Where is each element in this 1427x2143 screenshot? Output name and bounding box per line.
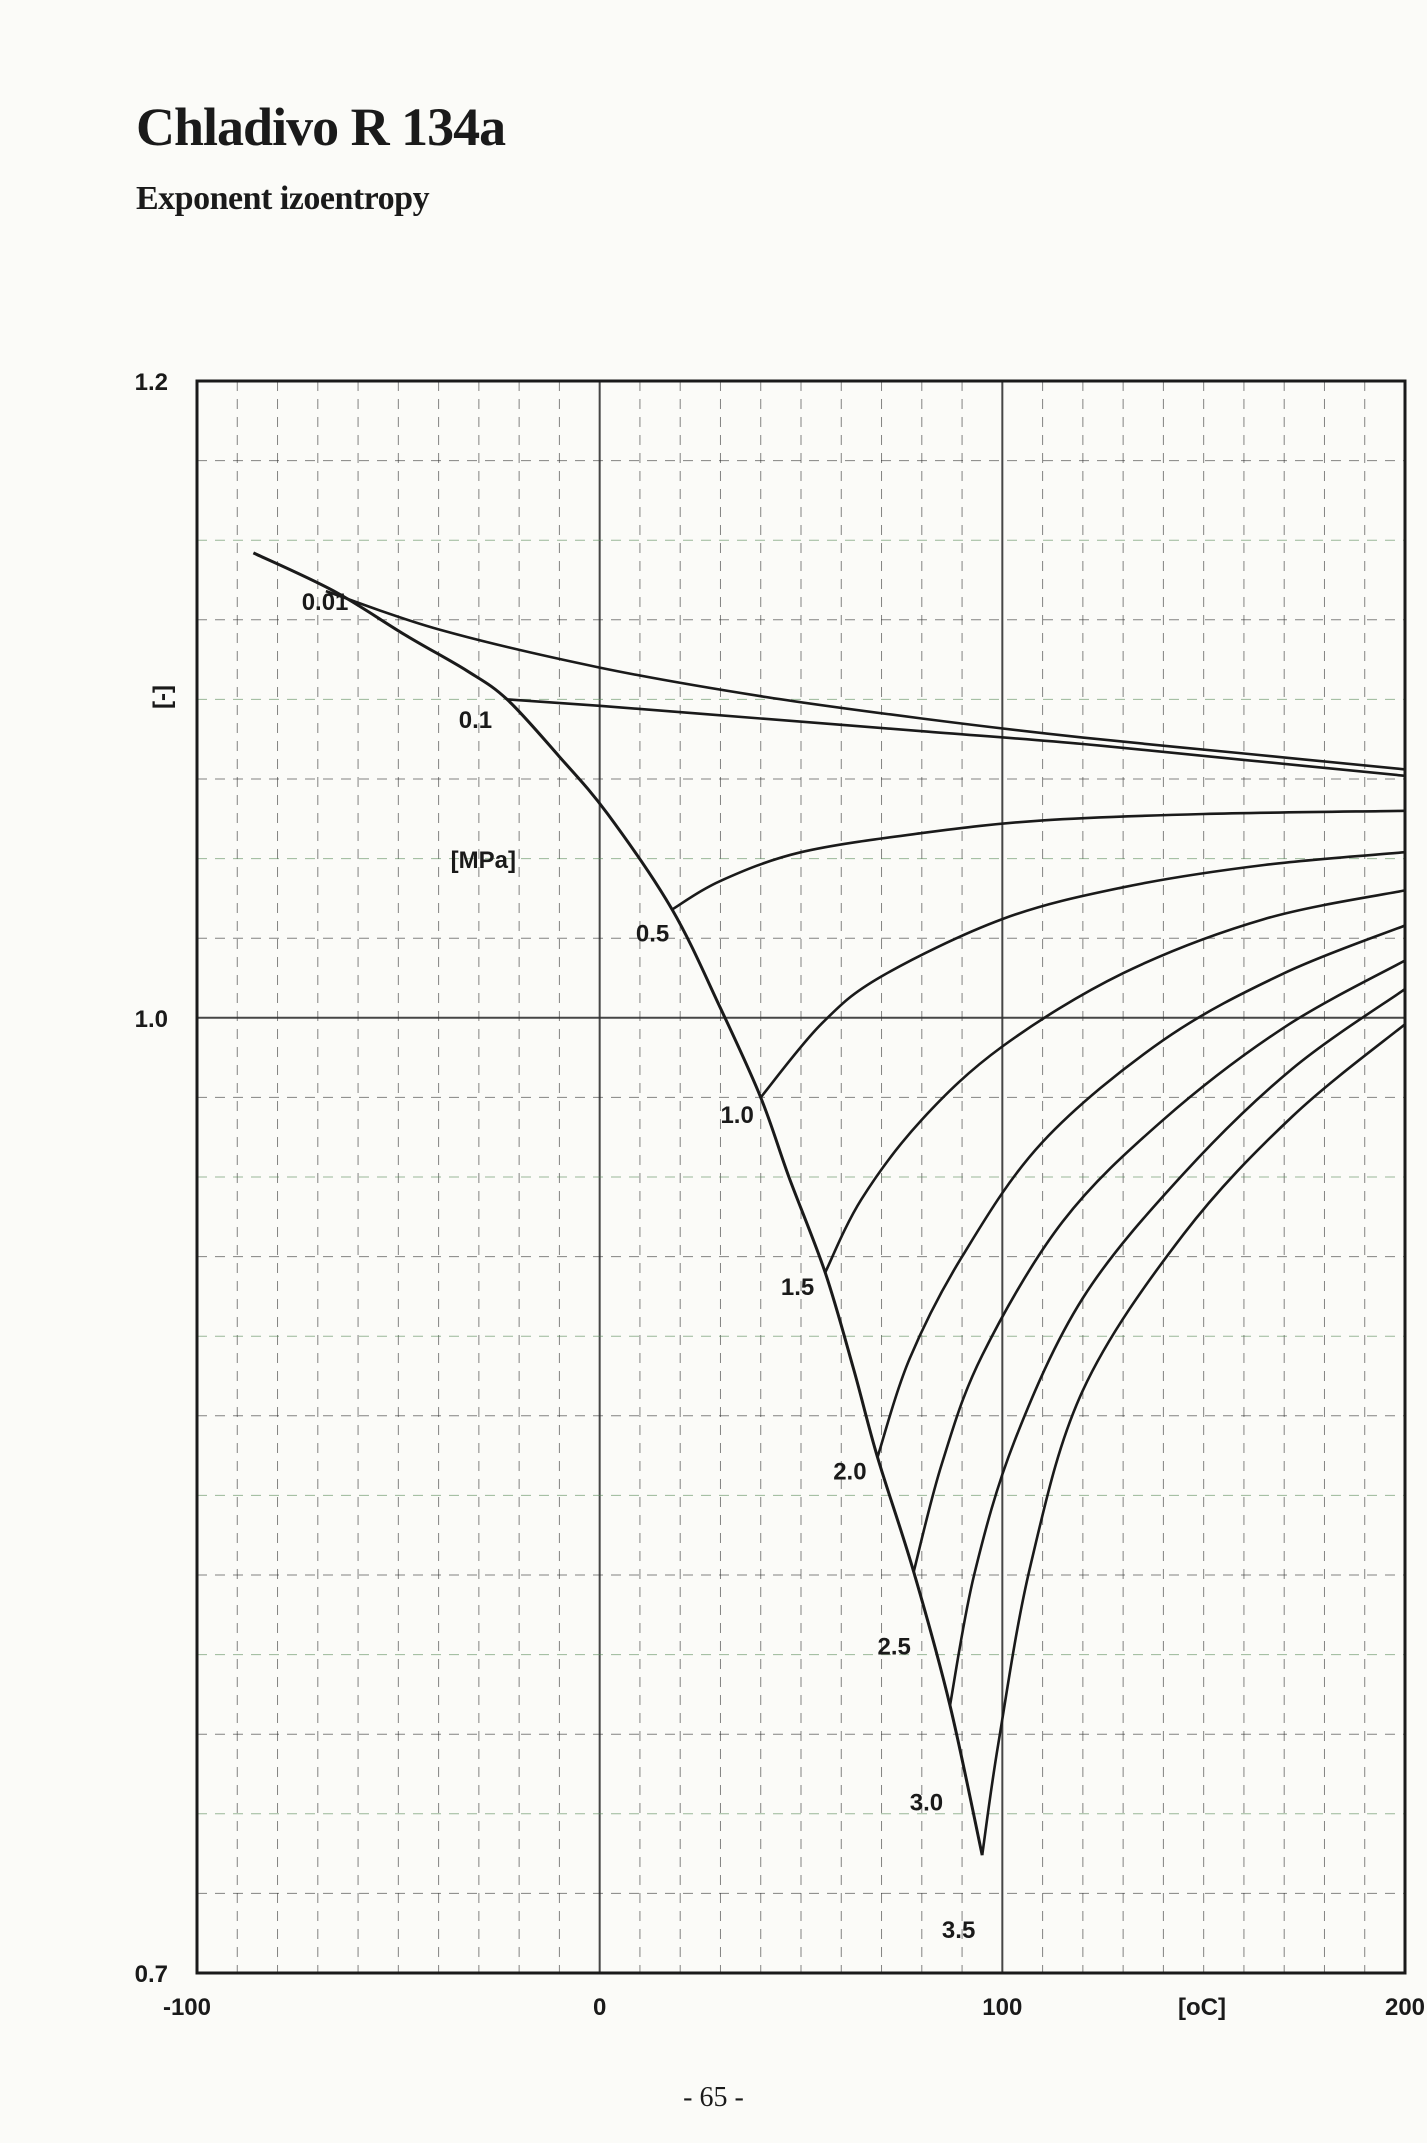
y-tick-label: 1.2 — [135, 369, 168, 396]
page-number: - 65 - — [683, 2082, 744, 2113]
annotations: 0.01 0.1 [MPa] 0.5 1.0 1.5 2.0 2.5 3.0 3.5 — [302, 589, 976, 1944]
isobar-line-3-0 — [948, 988, 1406, 1706]
x-tick-label: 200 — [1385, 1994, 1425, 2021]
curve-label: 2.0 — [833, 1458, 866, 1485]
x-tick-label: -100 — [163, 1994, 211, 2021]
curve-label: 0.01 — [302, 589, 349, 616]
isobar-line-1-5 — [824, 889, 1406, 1274]
curve-label: 1.0 — [720, 1102, 753, 1129]
curve-label: 1.5 — [781, 1274, 814, 1301]
isobar-line-0-01 — [325, 589, 1406, 771]
plot-frame — [195, 379, 1407, 1975]
x-tick-label: 0 — [593, 1994, 606, 2021]
curve-label: 2.5 — [878, 1634, 911, 1661]
page-title: Chladivo R 134a — [136, 97, 506, 157]
y-tick-label: 1.0 — [135, 1006, 168, 1033]
curve-label: 3.5 — [942, 1917, 975, 1944]
curve-label: 3.0 — [910, 1790, 943, 1817]
isobar-line-1-0 — [759, 850, 1406, 1099]
grid-lines — [197, 381, 1405, 1973]
isobar-line-2-5 — [912, 959, 1406, 1573]
isobar-line-3-5 — [980, 1023, 1406, 1856]
tick-labels: -100 0 100 200 1.2 1.0 0.7 — [135, 369, 1425, 2021]
y-axis-label: [-] — [149, 685, 176, 709]
curves — [252, 551, 1406, 1856]
saturation-line — [252, 551, 984, 1856]
curve-label: [MPa] — [451, 847, 516, 874]
y-tick-label: 0.7 — [135, 1961, 168, 1988]
x-tick-label: 100 — [982, 1994, 1022, 2021]
curve-label: 0.1 — [459, 707, 492, 734]
isobar-line-2-0 — [876, 924, 1406, 1458]
x-axis-label: [oC] — [1178, 1994, 1226, 2021]
page-subtitle: Exponent izoentropy — [136, 180, 430, 217]
isobar-line-0-5 — [671, 809, 1406, 911]
isobar-line-0-1 — [507, 698, 1406, 778]
curve-label: 0.5 — [636, 920, 669, 947]
